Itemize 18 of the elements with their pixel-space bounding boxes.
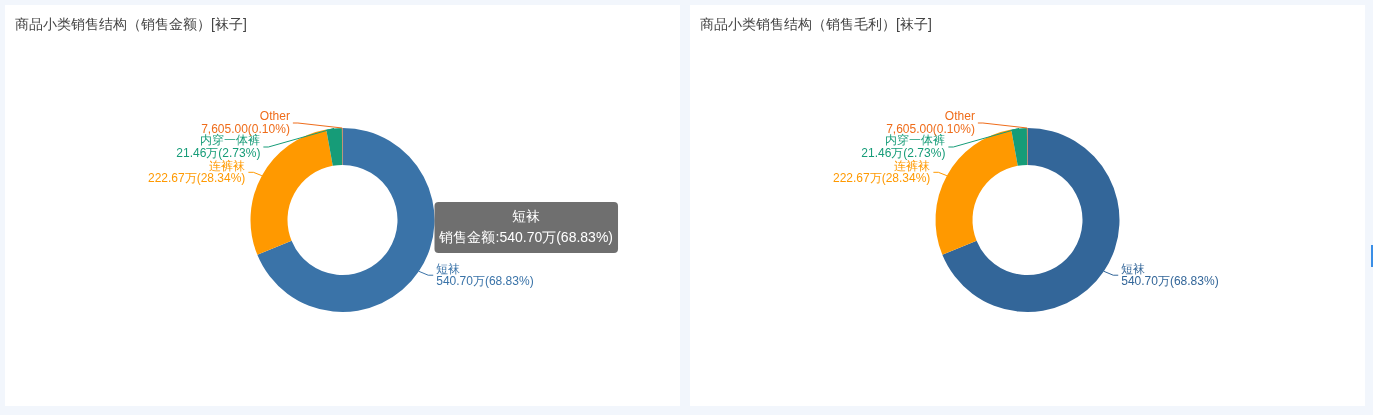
chart-title: 商品小类销售结构（销售毛利）[袜子] (700, 15, 932, 33)
slice-label: 内穿一体裤 (885, 133, 946, 148)
data-label: 7,605.00(0.10%) (201, 121, 290, 136)
slice-label: Other (944, 109, 975, 124)
data-label: 21.46万(2.73%) (176, 145, 261, 160)
slice-label: 内穿一体裤 (200, 133, 261, 148)
data-label: 540.70万(68.83%) (436, 274, 534, 289)
slice-label: 短袜 (1121, 261, 1146, 276)
slice-label: 短袜 (436, 261, 461, 276)
data-label: 21.46万(2.73%) (861, 145, 946, 160)
text: 销售金额:540.70万(68.83%) (438, 228, 614, 245)
slice-label: Other (259, 109, 290, 124)
data-label: 540.70万(68.83%) (1121, 274, 1219, 289)
text: 短袜 (512, 207, 541, 224)
data-label: 222.67万(28.34%) (832, 171, 931, 186)
data-label: 7,605.00(0.10%) (886, 121, 975, 136)
data-label: 222.67万(28.34%) (147, 171, 246, 186)
chart-title: 商品小类销售结构（销售金额）[袜子] (15, 15, 247, 33)
